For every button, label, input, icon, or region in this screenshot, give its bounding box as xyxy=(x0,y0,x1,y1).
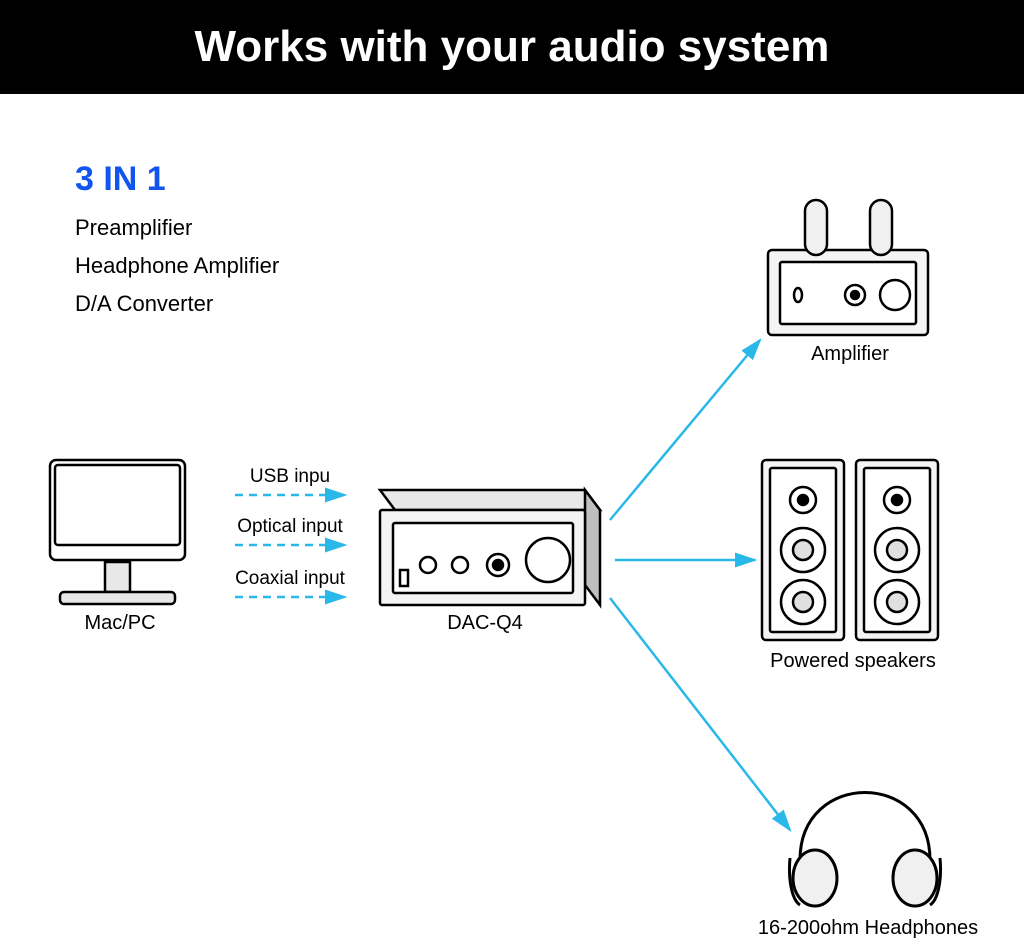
speakers-icon xyxy=(762,460,938,640)
headphones-icon xyxy=(789,793,940,907)
input-label-usb: USB inpu xyxy=(220,466,360,488)
macpc-icon xyxy=(50,460,185,604)
connection-diagram xyxy=(0,0,1024,944)
label-macpc: Mac/PC xyxy=(75,612,165,635)
label-speakers: Powered speakers xyxy=(763,650,943,673)
label-amplifier: Amplifier xyxy=(800,343,900,366)
input-label-optical: Optical input xyxy=(220,516,360,538)
amplifier-icon xyxy=(768,200,928,335)
input-label-coaxial: Coaxial input xyxy=(220,568,360,590)
label-headphones: 16-200ohm Headphones xyxy=(753,917,983,940)
label-dac: DAC-Q4 xyxy=(435,612,535,635)
dac-icon xyxy=(380,490,600,605)
